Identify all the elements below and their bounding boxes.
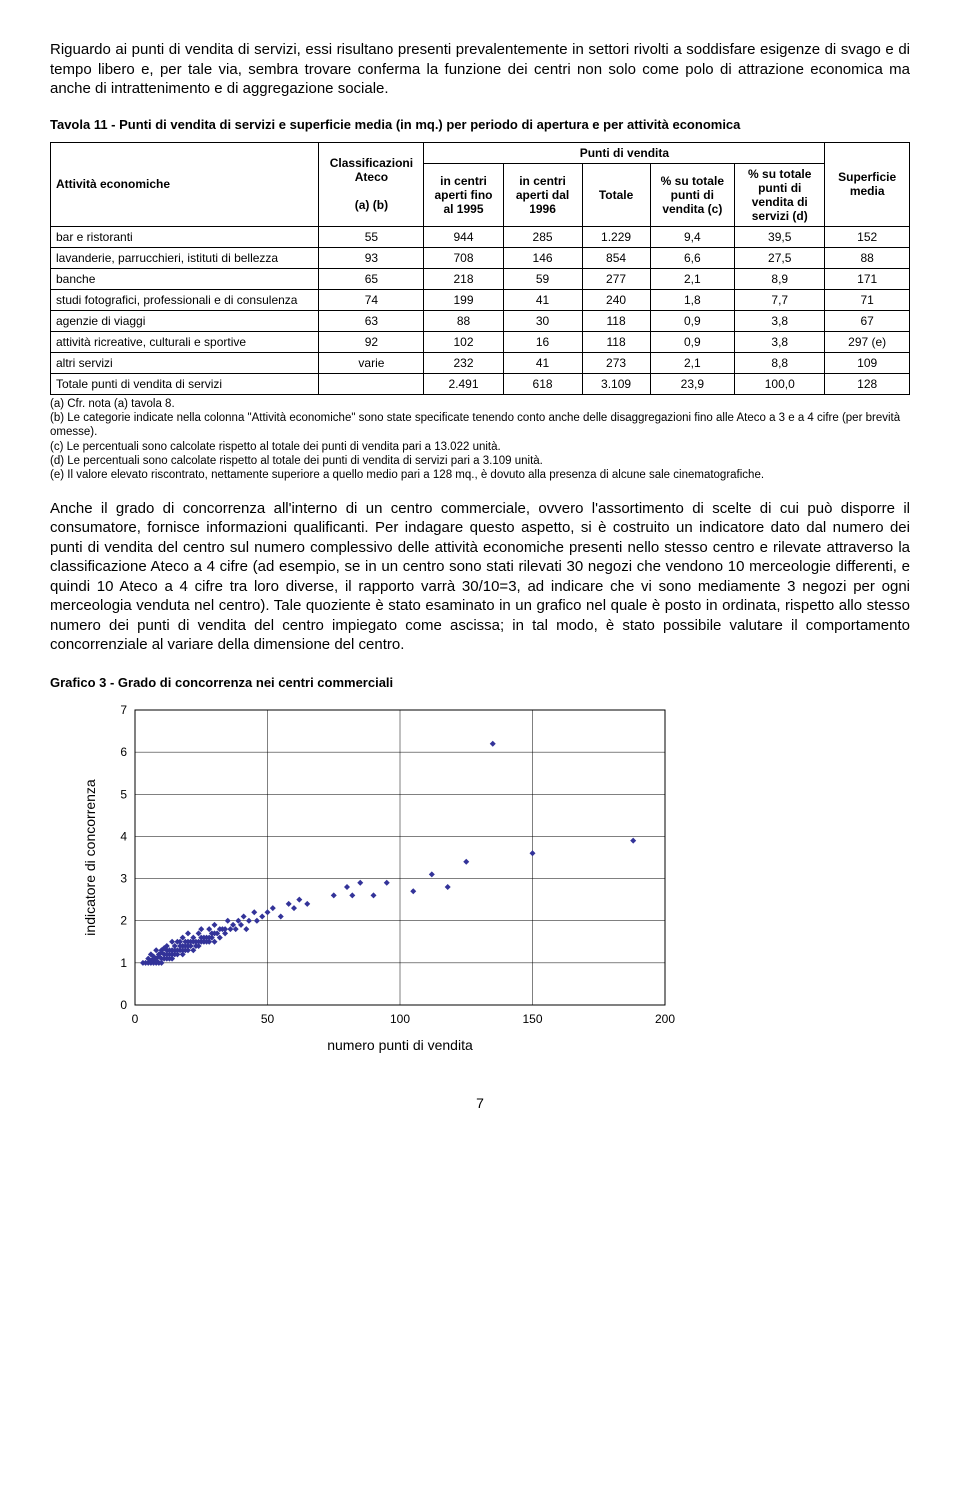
svg-text:numero punti di vendita: numero punti di vendita	[327, 1037, 473, 1053]
svg-text:5: 5	[120, 787, 127, 801]
svg-text:6: 6	[120, 745, 127, 759]
th-c1: in centri aperti fino al 1995	[424, 163, 503, 226]
th-punti: Punti di vendita	[424, 142, 825, 163]
svg-text:indicatore di concorrenza: indicatore di concorrenza	[82, 779, 98, 936]
table-row: agenzie di viaggi6388301180,93,867	[51, 310, 910, 331]
table-note: (b) Le categorie indicate nella colonna …	[50, 411, 910, 440]
paragraph-analysis: Anche il grado di concorrenza all'intern…	[50, 499, 910, 655]
svg-text:50: 50	[261, 1012, 275, 1026]
table-notes: (a) Cfr. nota (a) tavola 8.(b) Le catego…	[50, 397, 910, 483]
data-table: Attività economiche Classificazioni Atec…	[50, 142, 910, 395]
table-row: lavanderie, parrucchieri, istituti di be…	[51, 247, 910, 268]
table-note: (a) Cfr. nota (a) tavola 8.	[50, 397, 910, 411]
th-c2: in centri aperti dal 1996	[503, 163, 582, 226]
svg-text:0: 0	[120, 998, 127, 1012]
svg-text:150: 150	[522, 1012, 542, 1026]
chart-title: Grafico 3 - Grado di concorrenza nei cen…	[50, 675, 910, 690]
table-row: altri servizivarie232412732,18,8109	[51, 352, 910, 373]
table-row: Totale punti di vendita di servizi2.4916…	[51, 373, 910, 394]
svg-text:7: 7	[120, 703, 127, 717]
table-title: Tavola 11 - Punti di vendita di servizi …	[50, 117, 910, 132]
th-classif: Classificazioni Ateco (a) (b)	[319, 142, 424, 226]
page-number: 7	[50, 1095, 910, 1111]
th-c5: % su totale punti di vendita di servizi …	[735, 163, 825, 226]
th-superficie: Superficie media	[825, 142, 910, 226]
svg-text:3: 3	[120, 871, 127, 885]
th-attivita: Attività economiche	[51, 142, 319, 226]
th-classif-sub: (a) (b)	[355, 198, 388, 212]
svg-text:4: 4	[120, 829, 127, 843]
svg-text:100: 100	[390, 1012, 410, 1026]
svg-text:200: 200	[655, 1012, 675, 1026]
table-note: (d) Le percentuali sono calcolate rispet…	[50, 454, 910, 468]
table-note: (c) Le percentuali sono calcolate rispet…	[50, 440, 910, 454]
th-c4: % su totale punti di vendita (c)	[650, 163, 735, 226]
scatter-chart: 0 1 2 3 4 5 6 7 0 50 100 150 200 numero punti di vend…	[80, 700, 680, 1065]
paragraph-intro: Riguardo ai punti di vendita di servizi,…	[50, 40, 910, 99]
table-note: (e) Il valore elevato riscontrato, netta…	[50, 468, 910, 482]
table-row: bar e ristoranti559442851.2299,439,5152	[51, 226, 910, 247]
th-c3: Totale	[582, 163, 650, 226]
th-classif-main: Classificazioni Ateco	[330, 156, 413, 184]
table-row: attività ricreative, culturali e sportiv…	[51, 331, 910, 352]
svg-text:1: 1	[120, 956, 127, 970]
table-row: banche65218592772,18,9171	[51, 268, 910, 289]
table-row: studi fotografici, professionali e di co…	[51, 289, 910, 310]
svg-text:0: 0	[132, 1012, 139, 1026]
svg-text:2: 2	[120, 913, 127, 927]
